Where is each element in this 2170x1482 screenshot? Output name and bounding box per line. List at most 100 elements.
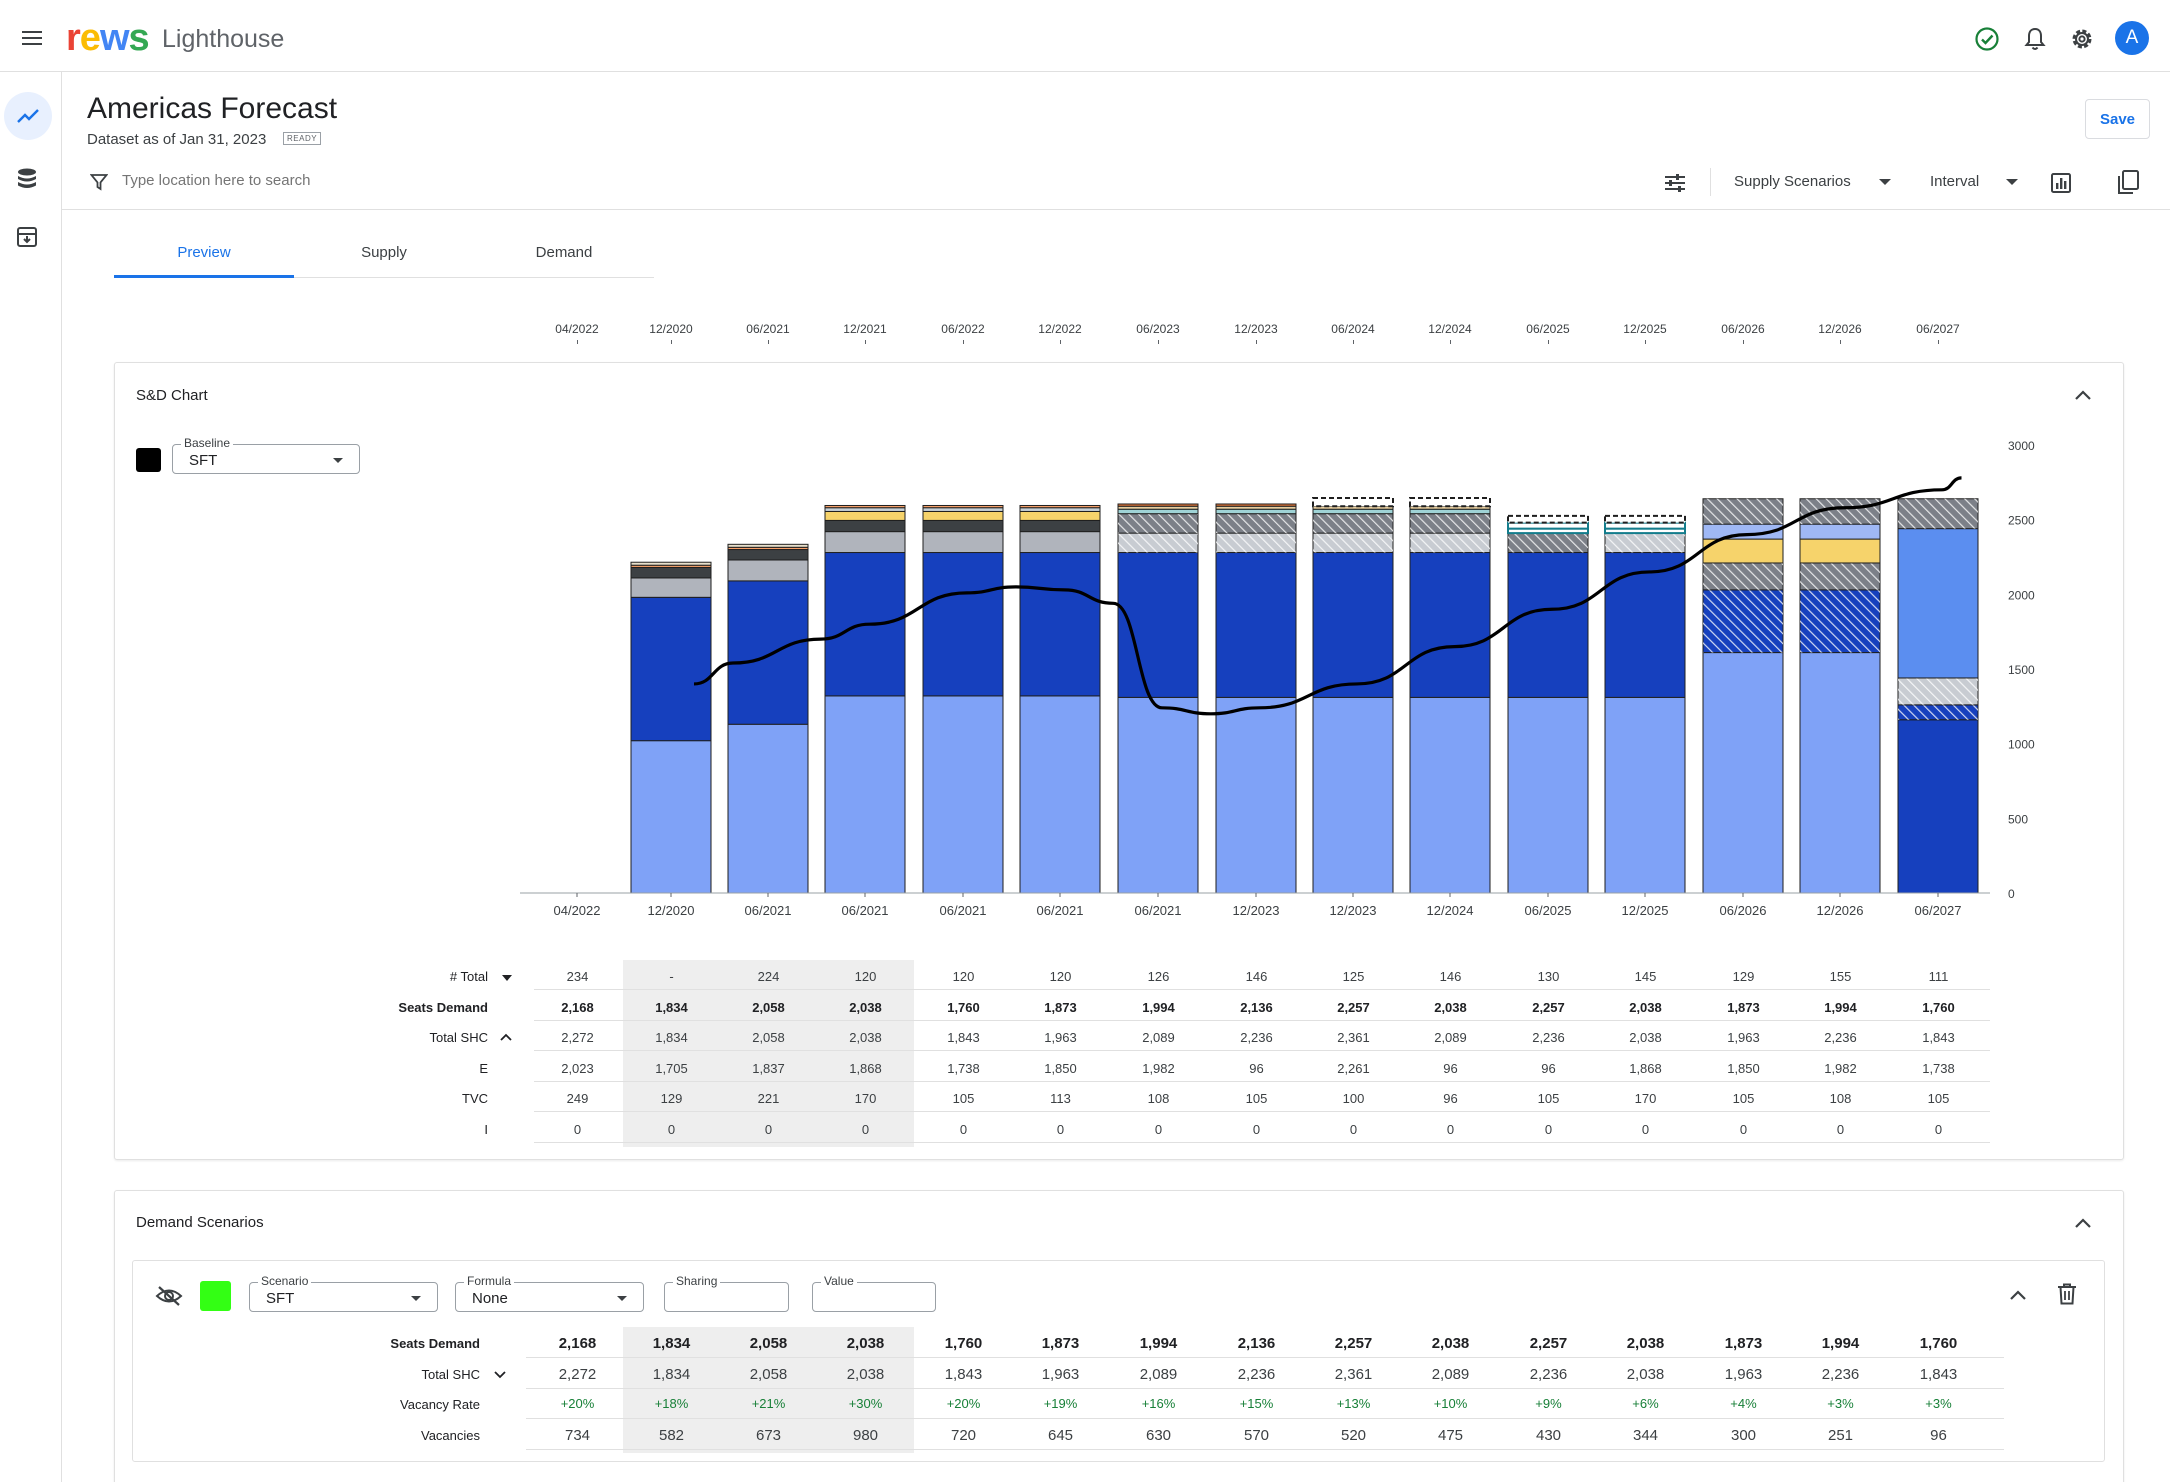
bar-segment[interactable]	[922, 519, 1004, 533]
collapse-sd-chart-button[interactable]	[2068, 380, 2098, 410]
bar-segment[interactable]	[1312, 552, 1394, 698]
location-search-input[interactable]	[122, 172, 522, 189]
bar-segment[interactable]	[824, 510, 906, 521]
bar-segment[interactable]	[1019, 504, 1101, 509]
bar-segment[interactable]	[1312, 696, 1394, 894]
tune-icon[interactable]	[1662, 170, 1688, 196]
baseline-select[interactable]: Baseline SFT	[172, 436, 360, 474]
bar-segment[interactable]	[1215, 696, 1297, 894]
rail-item-data[interactable]	[12, 164, 42, 194]
check-circle-icon[interactable]	[1972, 24, 2002, 54]
bell-icon[interactable]	[2020, 24, 2050, 54]
timeline-label[interactable]: 12/2024	[1428, 322, 1472, 336]
bar-segment[interactable]	[1409, 508, 1491, 515]
bar-segment[interactable]	[1897, 719, 1979, 894]
tab-supply[interactable]: Supply	[361, 244, 407, 261]
timeline-label[interactable]: 12/2023	[1234, 322, 1278, 336]
bar-segment[interactable]	[824, 531, 906, 554]
timeline-label[interactable]: 12/2022	[1038, 322, 1082, 336]
bar-segment[interactable]	[727, 580, 809, 725]
bar-segment[interactable]	[824, 695, 906, 894]
bar-segment[interactable]	[1409, 497, 1491, 508]
scenario-color-swatch[interactable]	[200, 1281, 231, 1311]
bar-segment[interactable]	[1604, 696, 1686, 894]
bar-segment[interactable]	[1409, 552, 1491, 698]
bar-segment[interactable]	[1019, 510, 1101, 521]
eye-off-icon[interactable]	[153, 1280, 185, 1312]
filter-icon[interactable]	[88, 171, 110, 193]
chevron-down-icon[interactable]	[502, 975, 512, 981]
tab-preview[interactable]: Preview	[177, 244, 231, 261]
bar-segment[interactable]	[727, 543, 809, 548]
collapse-demand-button[interactable]	[2068, 1208, 2098, 1238]
bar-segment[interactable]	[1312, 497, 1394, 508]
save-button[interactable]: Save	[2085, 99, 2150, 139]
rail-item-archive[interactable]	[12, 222, 42, 252]
bar-segment[interactable]	[1604, 514, 1686, 524]
menu-icon[interactable]	[18, 24, 46, 52]
bar-segment[interactable]	[630, 561, 712, 566]
bar-segment[interactable]	[1117, 696, 1199, 894]
timeline-label[interactable]: 12/2020	[649, 322, 693, 336]
timeline-label[interactable]: 06/2022	[941, 322, 985, 336]
timeline-label[interactable]: 12/2021	[843, 322, 887, 336]
timeline-label[interactable]: 12/2026	[1818, 322, 1862, 336]
bar-segment[interactable]	[1019, 519, 1101, 533]
bar-segment[interactable]	[1019, 552, 1101, 697]
tab-demand[interactable]: Demand	[535, 244, 593, 261]
bar-segment[interactable]	[824, 507, 906, 512]
bar-segment[interactable]	[630, 740, 712, 894]
bar-segment[interactable]	[922, 531, 1004, 554]
copy-icon[interactable]	[2113, 167, 2143, 197]
bar-segment[interactable]	[1897, 528, 1979, 679]
bar-segment[interactable]	[630, 566, 712, 579]
delete-scenario-button[interactable]	[2052, 1279, 2082, 1309]
timeline-label[interactable]: 06/2027	[1916, 322, 1960, 336]
bar-segment[interactable]	[922, 552, 1004, 697]
rail-item-forecast[interactable]	[4, 92, 52, 140]
sharing-field[interactable]: Sharing	[664, 1274, 789, 1312]
bar-segment[interactable]	[922, 504, 1004, 509]
bar-segment[interactable]	[1019, 531, 1101, 554]
bar-segment[interactable]	[824, 504, 906, 509]
timeline-label[interactable]: 12/2025	[1623, 322, 1667, 336]
timeline-label[interactable]: 06/2021	[746, 322, 790, 336]
baseline-color-swatch[interactable]	[136, 448, 161, 472]
timeline-label[interactable]: 06/2026	[1721, 322, 1765, 336]
bar-segment[interactable]	[824, 519, 906, 533]
bar-segment[interactable]	[1215, 503, 1297, 507]
interval-dropdown[interactable]: Interval	[1930, 165, 2020, 199]
bar-segment[interactable]	[1702, 652, 1784, 894]
timeline-label[interactable]: 06/2025	[1526, 322, 1570, 336]
bar-segment[interactable]	[1117, 552, 1199, 698]
collapse-scenario-button[interactable]	[2003, 1280, 2033, 1310]
avatar[interactable]: A	[2115, 21, 2149, 55]
bar-segment[interactable]	[1215, 552, 1297, 698]
bar-segment[interactable]	[1507, 514, 1589, 524]
bar-segment[interactable]	[1799, 538, 1881, 564]
bar-segment[interactable]	[1409, 696, 1491, 894]
timeline-label[interactable]: 06/2024	[1331, 322, 1375, 336]
bar-segment[interactable]	[630, 596, 712, 742]
bar-segment[interactable]	[1019, 507, 1101, 512]
bar-segment[interactable]	[727, 723, 809, 894]
bar-segment[interactable]	[727, 549, 809, 561]
timeline-label[interactable]: 04/2022	[555, 322, 599, 336]
gear-icon[interactable]	[2067, 24, 2097, 54]
bar-segment[interactable]	[630, 577, 712, 598]
value-field[interactable]: Value	[812, 1274, 936, 1312]
bar-segment[interactable]	[1117, 508, 1199, 515]
chevron-down-icon[interactable]	[492, 1367, 508, 1383]
bar-segment[interactable]	[922, 695, 1004, 894]
timeline-label[interactable]: 06/2023	[1136, 322, 1180, 336]
bar-segment[interactable]	[1117, 503, 1199, 507]
bar-segment[interactable]	[1019, 695, 1101, 894]
bar-chart-icon[interactable]	[2047, 169, 2075, 197]
bar-segment[interactable]	[1312, 508, 1394, 515]
scenario-select[interactable]: Scenario SFT	[249, 1274, 438, 1312]
bar-segment[interactable]	[727, 559, 809, 582]
supply-scenarios-dropdown[interactable]: Supply Scenarios	[1734, 165, 1894, 199]
formula-select[interactable]: Formula None	[455, 1274, 644, 1312]
chevron-up-icon[interactable]	[498, 1030, 514, 1046]
bar-segment[interactable]	[922, 510, 1004, 521]
